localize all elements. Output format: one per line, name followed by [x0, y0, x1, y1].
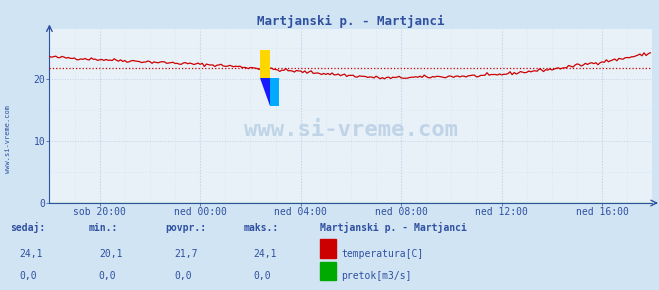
Text: 21,7: 21,7: [175, 249, 198, 259]
Text: www.si-vreme.com: www.si-vreme.com: [244, 120, 458, 140]
Text: sedaj:: sedaj:: [10, 222, 45, 233]
Text: 24,1: 24,1: [254, 249, 277, 259]
Text: www.si-vreme.com: www.si-vreme.com: [5, 105, 11, 173]
Title: Martjanski p. - Martjanci: Martjanski p. - Martjanci: [257, 15, 445, 28]
Text: pretok[m3/s]: pretok[m3/s]: [341, 271, 412, 281]
Text: min.:: min.:: [89, 222, 119, 233]
Text: maks.:: maks.:: [244, 222, 279, 233]
Text: temperatura[C]: temperatura[C]: [341, 249, 424, 259]
Text: 0,0: 0,0: [175, 271, 192, 281]
Text: 0,0: 0,0: [99, 271, 117, 281]
Polygon shape: [260, 78, 270, 106]
Text: 24,1: 24,1: [20, 249, 43, 259]
Text: povpr.:: povpr.:: [165, 222, 206, 233]
Text: 0,0: 0,0: [20, 271, 38, 281]
Text: Martjanski p. - Martjanci: Martjanski p. - Martjanci: [320, 222, 467, 233]
Bar: [270, 78, 279, 106]
Text: 20,1: 20,1: [99, 249, 123, 259]
Bar: [260, 50, 270, 78]
Text: 0,0: 0,0: [254, 271, 272, 281]
